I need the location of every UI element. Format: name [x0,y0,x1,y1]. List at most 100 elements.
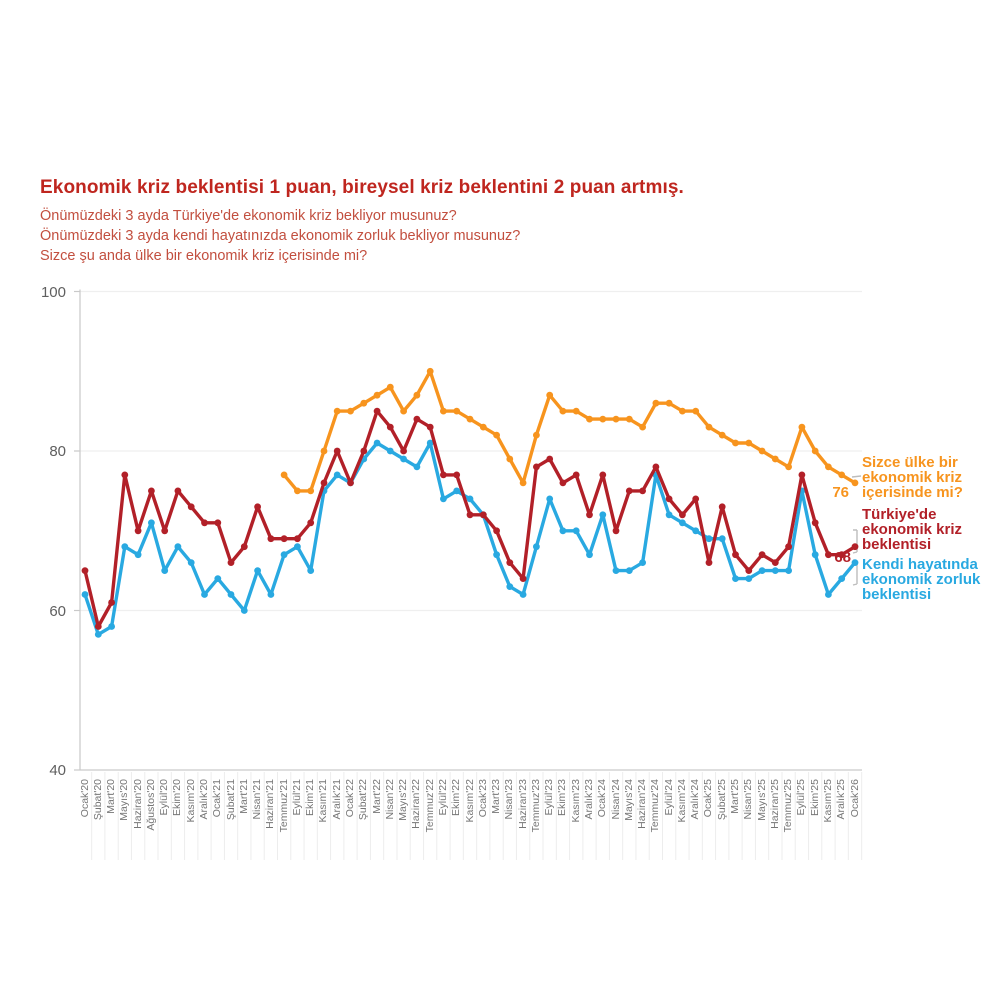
leader-orange [851,475,862,478]
x-axis-label: Nisan'21 [251,779,264,820]
data-point [121,471,129,479]
data-point [479,423,487,431]
data-point [785,543,792,551]
y-axis-label-40: 40 [49,762,66,779]
legend-line: ekonomik zorluk [862,570,981,588]
data-point [692,495,700,503]
x-axis-label: Kasım'20 [184,779,197,823]
data-point [254,503,261,511]
x-axis-label: Aralık'24 [689,779,702,820]
data-point [493,551,500,559]
data-point [679,407,686,415]
data-point [533,543,540,551]
data-point [400,407,407,415]
data-point [625,415,633,423]
data-point [639,423,646,431]
data-point [307,519,315,527]
data-point [625,567,633,574]
legend-line: ekonomik kriz [862,520,963,538]
data-point [732,575,739,582]
x-axis-label: Mayıs'22 [397,779,410,821]
legend-line: Kendi hayatında [862,556,978,573]
data-point [612,415,620,423]
legend-line: beklentisi [862,585,932,603]
data-point [466,511,474,519]
data-point [612,567,620,574]
chart-title: Ekonomik kriz beklentisi 1 puan, bireyse… [40,177,684,198]
x-axis-label: Ocak'23 [476,779,489,818]
end-value-label-red: 68 [834,549,851,566]
x-axis-label: Ocak'20 [78,779,91,818]
data-point [294,543,301,551]
data-point [214,519,222,527]
x-axis-label: Eylül'24 [662,779,675,816]
data-point [599,415,607,423]
data-point [426,439,434,447]
data-point [665,511,673,519]
data-point [479,511,487,519]
data-point [851,559,859,566]
data-point [280,535,288,543]
x-axis-label: Kasım'25 [821,779,834,823]
data-point [705,535,713,543]
data-point [493,527,500,535]
x-axis-label: Şubat'20 [91,779,104,821]
subtitle-line-3: Sizce şu anda ülke bir ekonomik kriz içe… [40,248,368,264]
x-axis-label: Ekim'21 [304,779,317,817]
data-point [386,447,394,455]
data-point [639,559,646,566]
data-point [386,383,394,391]
data-point [134,551,142,559]
x-axis-label: Haziran'21 [264,779,277,829]
data-point [294,535,301,543]
data-point [533,463,540,471]
x-axis-label: Kasım'22 [463,779,476,823]
x-axis-label: Temmuz'23 [529,779,542,833]
data-point [639,487,646,495]
legend-entry-country-in-crisis: Sizce ülke bir ekonomik kriz içerisinde … [862,455,963,500]
data-point [625,487,633,495]
x-axis-label: Mart'23 [490,779,503,814]
data-point [453,471,461,479]
x-axis-label: Eylül'23 [543,779,556,816]
data-point [201,591,208,598]
data-point [586,551,593,559]
x-axis-label: Ocak'24 [596,779,609,818]
x-axis-label: Eylül'22 [436,779,449,816]
data-point [333,407,341,415]
data-point [546,495,554,503]
x-axis-label: Aralık'20 [197,779,210,820]
x-axis-label: Temmuz'22 [423,779,436,833]
data-point [665,495,673,503]
x-axis-label: Aralık'23 [582,779,595,820]
x-axis-label: Ocak'26 [848,779,861,818]
data-point [559,407,567,415]
data-point [572,407,580,415]
data-point [148,519,155,527]
x-axis-label: Aralık'25 [835,779,848,820]
data-point [785,463,792,471]
data-point [386,423,394,431]
legend-line: beklentisi [862,535,932,553]
data-point [333,471,341,479]
data-point [161,527,169,535]
data-point [838,575,846,582]
x-axis-label: Kasım'21 [317,779,330,823]
data-point [453,407,461,415]
data-point [108,599,115,606]
x-axis-label: Haziran'20 [131,779,144,829]
data-point [851,543,859,551]
data-point [519,479,527,487]
legend-entry-personal-hardship-expectation: Kendi hayatında ekonomik zorluk beklenti… [862,556,981,603]
x-axis-label: Aralık'21 [330,779,343,820]
data-point [559,527,567,535]
data-point [307,567,315,574]
data-point [240,607,248,614]
data-point [665,399,673,407]
x-axis-label: Ekim'25 [808,779,821,817]
data-point [586,415,593,423]
y-axis-label-100: 100 [40,283,66,301]
data-point [148,487,155,495]
data-point [519,575,527,582]
